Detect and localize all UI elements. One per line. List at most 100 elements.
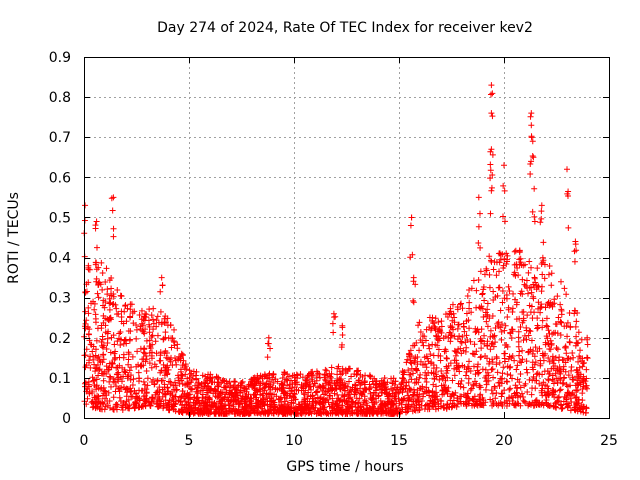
data-point [475,240,482,247]
data-point [538,215,545,222]
data-point [410,278,417,285]
data-point [98,259,105,266]
data-point [107,349,114,356]
data-point [519,276,526,283]
data-point [379,389,386,396]
data-point [549,301,556,308]
data-point [481,332,488,339]
data-point [131,387,138,394]
y-axis-tick-labels: 0 0.1 0.2 0.3 0.4 0.5 0.6 0.7 0.8 0.9 [49,50,71,427]
data-point [565,372,572,379]
data-point [265,334,272,341]
data-point [120,373,127,380]
data-point [148,378,155,385]
data-point [439,391,446,398]
data-point [347,404,354,411]
data-point [85,381,92,388]
data-point [573,318,580,325]
data-point [149,316,156,323]
data-point [381,382,388,389]
data-point [499,370,506,377]
data-point [471,401,478,408]
data-point [125,356,132,363]
data-point [554,398,561,405]
data-point [544,383,551,390]
data-point [484,338,491,345]
data-point [521,382,528,389]
data-point [355,399,362,406]
data-point [353,395,360,402]
data-point [541,275,548,282]
data-point [108,334,115,341]
data-point [422,369,429,376]
data-point [140,378,147,385]
data-point [519,347,526,354]
x-tick-label: 15 [390,433,408,449]
data-point [499,299,506,306]
data-point [489,151,496,158]
data-point [82,288,89,295]
data-point [140,322,147,329]
data-point [487,210,494,217]
data-point [144,382,151,389]
data-point [444,374,451,381]
data-point [198,383,205,390]
data-point [169,362,176,369]
data-point [418,402,425,409]
data-point [388,407,395,414]
data-point [506,386,513,393]
data-point [527,170,534,177]
data-point [415,399,422,406]
data-point [85,310,92,317]
data-point [93,386,100,393]
data-point [85,324,92,331]
data-point [507,363,514,370]
data-point [518,390,525,397]
data-point [172,408,179,415]
data-point [517,384,524,391]
data-point [451,372,458,379]
data-point [416,374,423,381]
data-point [511,357,518,364]
data-point [183,409,190,416]
data-point [509,375,516,382]
data-point [124,386,131,393]
data-point [411,389,418,396]
data-point [160,336,167,343]
data-point [467,338,474,345]
data-point [549,353,556,360]
data-point [561,323,568,330]
data-point [463,318,470,325]
data-point [106,277,113,284]
data-point [426,400,433,407]
data-point [118,293,125,300]
data-point [462,372,469,379]
data-point [548,282,555,289]
data-point [531,274,538,281]
data-point [179,352,186,359]
data-point [107,374,114,381]
data-point [333,405,340,412]
data-point [525,269,532,276]
data-point [445,334,452,341]
data-point [399,386,406,393]
data-point [494,369,501,376]
data-point [490,343,497,350]
data-point [545,377,552,384]
data-point [557,331,564,338]
data-point [449,377,456,384]
data-point [532,344,539,351]
data-point [143,368,150,375]
data-point [498,336,505,343]
data-point [124,375,131,382]
data-point [207,371,214,378]
data-point [504,313,511,320]
chart-title: Day 274 of 2024, Rate Of TEC Index for r… [157,20,533,36]
data-point [88,399,95,406]
data-point [437,403,444,410]
data-point [117,336,124,343]
data-point [495,284,502,291]
data-point [531,309,538,316]
data-point [313,388,320,395]
data-point [545,271,552,278]
